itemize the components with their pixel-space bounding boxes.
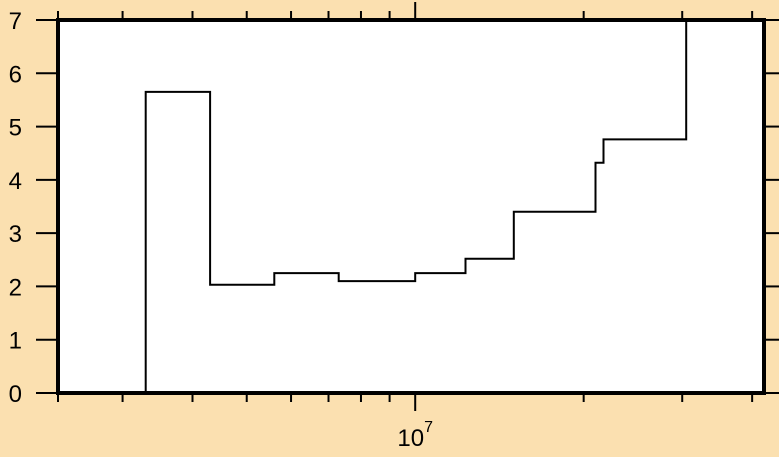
series-step-line	[58, 19, 764, 394]
x-tick-label-exponent: 7	[424, 419, 433, 436]
y-tick-label: 5	[9, 115, 22, 142]
y-tick-label: 3	[9, 221, 22, 248]
y-tick-label: 1	[9, 328, 22, 355]
y-tick-label: 2	[9, 274, 22, 301]
y-axis: 0 1 2 3 4 5 6 7	[9, 8, 779, 408]
y-tick-label: 0	[9, 381, 22, 408]
x-axis: 107	[57, 2, 754, 452]
x-tick-label-base: 10	[397, 425, 424, 452]
x-tick-label: 107	[397, 419, 433, 452]
plot-frame	[56, 18, 766, 395]
y-tick-label: 6	[9, 61, 22, 88]
y-tick-label: 7	[9, 8, 22, 35]
plot-area	[58, 20, 764, 393]
y-tick-label: 4	[9, 168, 22, 195]
